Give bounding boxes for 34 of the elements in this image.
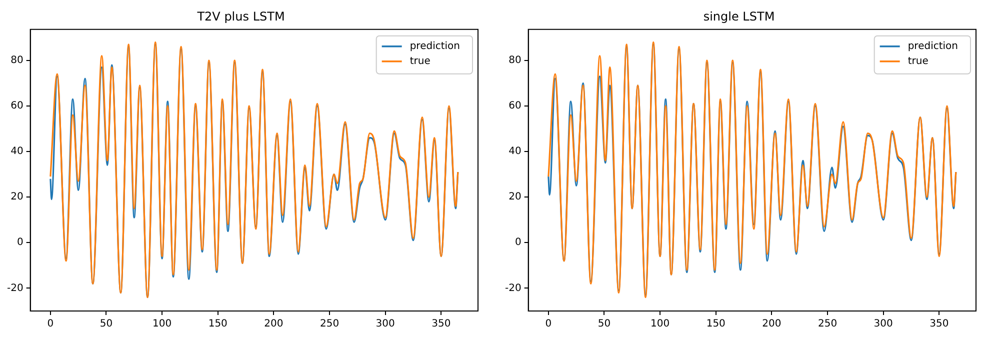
x-tick-label: 250 [818, 318, 838, 330]
x-tick-label: 150 [706, 318, 726, 330]
x-tick-label: 0 [47, 318, 54, 330]
y-tick-label: 0 [16, 237, 24, 248]
y-tick-label: 60 [10, 100, 24, 112]
x-tick-label: 200 [762, 318, 782, 330]
y-tick-label: 0 [514, 237, 522, 248]
y-tick-label: 20 [10, 192, 24, 203]
x-tick-label: 0 [545, 318, 552, 330]
x-tick-label: 100 [152, 318, 172, 330]
x-tick-label: 300 [874, 318, 893, 330]
y-tick-label: 40 [10, 146, 24, 158]
x-tick-label: 200 [264, 318, 284, 330]
legend-label: true [410, 56, 430, 67]
y-tick-label: -20 [6, 282, 24, 294]
legend-label: prediction [908, 40, 958, 52]
x-tick-label: 250 [320, 318, 340, 330]
x-tick-label: 350 [930, 318, 949, 330]
x-tick-label: 50 [598, 318, 611, 330]
y-tick-label: 80 [508, 54, 522, 66]
legend-label: true [908, 56, 928, 67]
legend-label: prediction [410, 40, 460, 52]
chart-title: T2V plus LSTM [196, 9, 285, 24]
x-tick-label: 150 [208, 318, 228, 330]
y-tick-label: 80 [10, 54, 24, 66]
y-tick-label: -20 [504, 282, 522, 294]
x-tick-label: 350 [432, 318, 451, 330]
x-tick-label: 100 [650, 318, 670, 330]
x-tick-label: 300 [376, 318, 395, 330]
y-tick-label: 60 [508, 100, 522, 112]
chart-title: single LSTM [703, 9, 775, 24]
y-tick-label: 20 [508, 192, 522, 203]
y-tick-label: 40 [508, 146, 522, 158]
x-tick-label: 50 [100, 318, 113, 330]
